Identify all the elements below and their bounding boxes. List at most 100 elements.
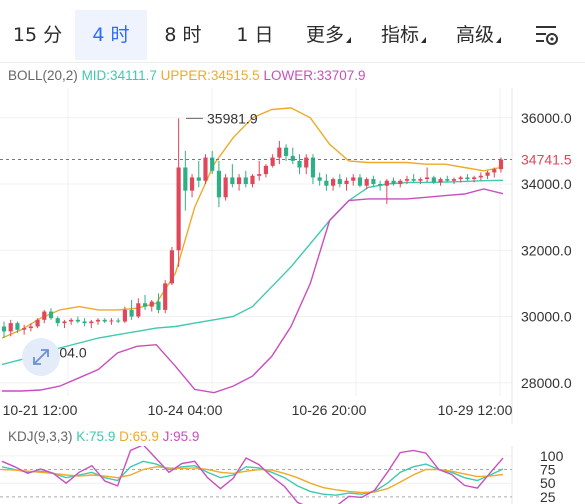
candle-body [210,157,215,171]
candle-body [445,179,450,181]
y-tick-label: 34000.0 [521,176,572,192]
indicators-dropdown[interactable]: 指标 [366,10,441,60]
candle-body [82,321,87,324]
candle-body [472,177,477,180]
kdj-d-value: D:65.9 [119,429,159,444]
dropdown-caret-icon [496,37,501,43]
tab-15m-label: 15 分 [12,24,63,46]
candle-body [196,177,201,181]
candle-body [223,177,228,198]
candle-body [243,177,248,185]
boll-mid-value: MID:34111.7 [81,68,157,83]
candle-body [109,320,114,322]
tab-4h[interactable]: 4 时 [75,10,147,60]
candle-body [391,180,396,185]
kdj-k-value: K:75.9 [76,429,116,444]
boll-lower-line [2,188,504,394]
candle-body [351,177,356,181]
candle-body [337,179,342,185]
candle-body [458,177,463,180]
x-tick-label: 10-29 12:00 [438,402,513,418]
candle-body [438,179,443,183]
candle-body [35,319,40,327]
candle-body [89,321,94,324]
timeframe-toolbar: 15 分 4 时 8 时 1 日 更多 指标 高级 [0,0,585,63]
candle-body [364,179,369,186]
candle-body [116,320,121,322]
tab-1d-label: 1 日 [236,24,274,46]
candle-body [129,309,134,317]
candle-body [331,179,336,186]
candle-body [283,147,289,156]
candle-body [492,169,497,173]
candle-body [485,172,490,176]
x-tick-label: 10-21 12:00 [3,402,78,418]
advanced-label: 高级 [455,24,494,46]
boll-legend: BOLL(20,2) MID:34111.7 UPPER:34515.5 LOW… [8,68,366,83]
candle-body [136,303,141,317]
candle-body [297,160,302,168]
y-tick-label: 28000.0 [521,375,572,391]
kdj-y-tick-label: 50 [540,475,556,491]
candle-body [263,165,269,175]
candle-body [498,159,504,170]
candle-body [277,147,282,158]
candle-body [15,323,20,330]
candle-body [8,323,13,332]
tab-15m[interactable]: 15 分 [0,10,75,60]
candle-body [310,157,316,178]
candle-body [378,184,383,186]
candle-body [156,301,161,310]
candle-body [478,175,483,178]
candle-body [317,177,322,181]
candle-body [142,303,148,307]
candle-body [404,179,410,181]
kdj-y-tick-label: 25 [540,489,556,504]
candle-body [431,177,436,183]
kdj-j-value: J:95.9 [162,429,200,444]
expand-chart-button[interactable] [22,338,60,376]
kdj-legend: KDJ(9,3,3) K:75.9 D:65.9 J:95.9 [8,429,199,444]
chart-settings-icon[interactable] [532,22,562,48]
candle-body [69,319,74,322]
boll-lower-value: LOWER:33707.9 [263,68,366,83]
candle-body [236,177,242,185]
candle-body [411,179,416,181]
advanced-dropdown[interactable]: 高级 [441,10,516,60]
y-tick-label: 32000.0 [521,242,572,258]
candle-body [62,321,67,324]
candle-body [270,157,275,166]
candle-body [1,326,7,332]
candle-body [75,319,80,322]
candle-body [371,179,376,185]
more-dropdown[interactable]: 更多 [291,10,366,60]
candle-body [22,328,27,330]
tab-8h[interactable]: 8 时 [147,10,219,60]
candle-body [48,311,54,319]
candle-body [250,175,255,185]
candle-body [183,167,188,191]
kdj-j-line [1,446,504,504]
candle-body [163,283,168,310]
indicators-label: 指标 [380,24,419,46]
candle-body [216,170,222,198]
candle-body [176,167,181,251]
candle-body [55,318,60,324]
current-price-label: 34741.5 [521,151,572,167]
boll-upper-value: UPPER:34515.5 [160,68,260,83]
x-tick-label: 10-26 20:00 [292,402,367,418]
candle-body [122,309,127,322]
more-label: 更多 [305,24,344,46]
candle-body [357,177,363,186]
kdj-y-tick-label: 75 [540,462,556,478]
tab-1d[interactable]: 1 日 [219,10,291,60]
candle-body [203,157,208,181]
candle-body [257,174,262,176]
kdj-name: KDJ(9,3,3) [8,429,73,444]
candle-body [102,319,107,322]
expand-arrows-icon [33,349,49,365]
price-chart[interactable]: 36000.0 34000.0 32000.0 30000.0 28000.0 10-21… [0,88,585,424]
candle-body [304,157,309,168]
candle-body [465,177,470,180]
